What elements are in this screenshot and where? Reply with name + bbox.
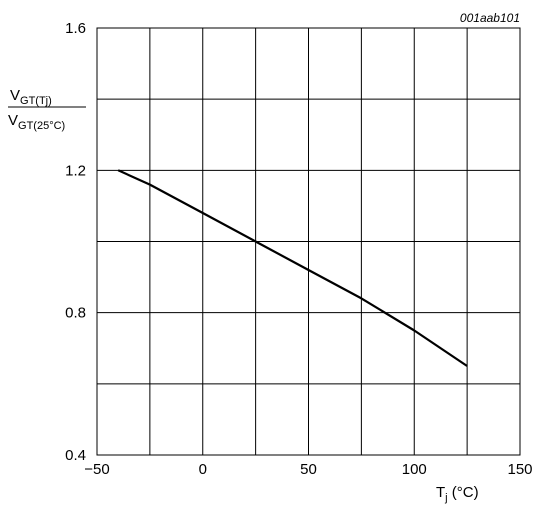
- x-tick-label: 150: [507, 461, 532, 478]
- x-label-unit: (°C): [448, 484, 479, 501]
- grid: [97, 28, 520, 455]
- plot-area-frame: [96, 27, 521, 456]
- x-tick-label: 100: [402, 461, 427, 478]
- y-num-sub: GT(Tj): [20, 95, 52, 107]
- x-tick-labels: −50 0 50 100 150: [84, 461, 532, 478]
- x-label-main: T: [436, 484, 445, 501]
- figure-reference: 001aab101: [460, 11, 520, 25]
- y-tick-label: 1.6: [65, 20, 86, 37]
- y-label-denominator: VGT(25°C): [8, 112, 65, 132]
- y-num-main: V: [10, 87, 20, 104]
- y-den-main: V: [8, 112, 18, 129]
- x-tick-label: 0: [199, 461, 207, 478]
- x-tick-label: −50: [84, 461, 109, 478]
- x-axis-label: Tj (°C): [436, 484, 479, 504]
- series-line: [117, 169, 468, 367]
- y-tick-labels: 0.4 0.8 1.2 1.6: [65, 20, 86, 464]
- y-den-sub: GT(25°C): [18, 120, 65, 132]
- y-axis-label: VGT(Tj) VGT(25°C): [8, 87, 86, 132]
- x-label-sub: j: [444, 492, 447, 504]
- y-label-numerator: VGT(Tj): [10, 87, 52, 107]
- y-tick-label: 0.8: [65, 305, 86, 322]
- y-tick-label: 1.2: [65, 162, 86, 179]
- y-tick-label: 0.4: [65, 447, 86, 464]
- series-layer: [117, 169, 468, 367]
- x-tick-label: 50: [300, 461, 317, 478]
